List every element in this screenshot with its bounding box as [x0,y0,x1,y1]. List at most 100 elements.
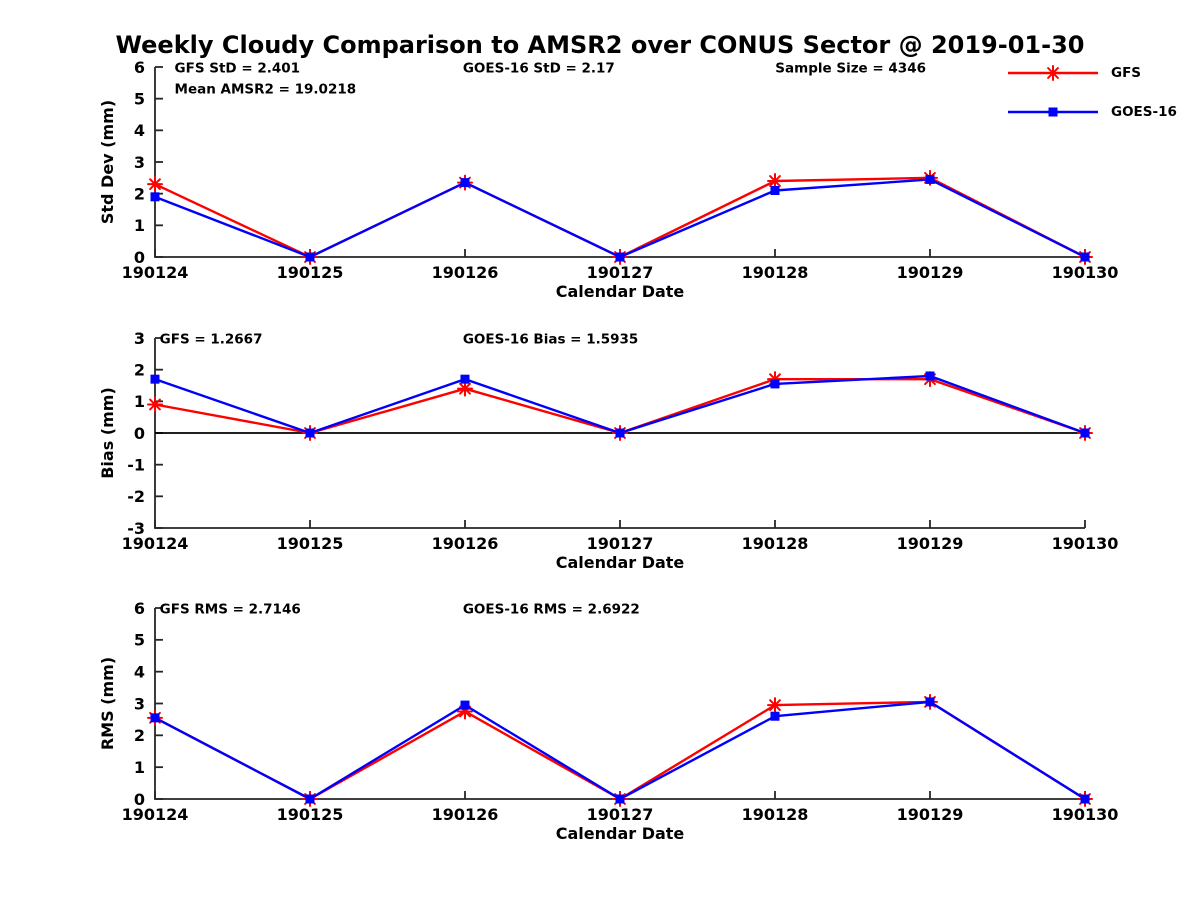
square-marker [305,794,315,804]
x-tick-label: 190130 [1052,263,1119,282]
y-tick-label: 0 [134,424,145,443]
goes-16-line-marker-icon [1008,107,1098,117]
x-tick-label: 190128 [742,805,809,824]
square-marker [925,371,935,381]
x-tick-label: 190124 [122,263,189,282]
asterisk-marker [147,396,163,413]
std-dev-xlabel: Calendar Date [556,282,685,301]
y-tick-label: 3 [134,694,145,713]
y-tick-label: 5 [134,89,145,108]
rms-axes [154,608,1085,800]
annotation: GFS StD = 2.401 [175,61,301,77]
chart-title: Weekly Cloudy Comparison to AMSR2 over C… [115,31,1085,59]
x-tick-label: 190124 [122,534,189,553]
square-marker [305,428,315,438]
series-line [154,178,1086,259]
y-tick-label: 6 [134,599,145,618]
rms-panel: 0 1 2 3 4 5 6 190124 190125 190126 190127 190128 190… [98,599,1118,843]
square-marker [460,374,470,384]
gfs-line-marker-icon [1008,65,1098,81]
square-marker [150,713,160,723]
annotation: GFS RMS = 2.7146 [160,602,301,618]
asterisk-marker [457,380,473,397]
annotation: GOES-16 RMS = 2.6922 [463,602,640,618]
series-line [154,176,1086,259]
x-tick-label: 190125 [277,805,344,824]
asterisk-marker [147,176,163,193]
x-tick-label: 190125 [277,263,344,282]
x-tick-label: 190127 [587,263,654,282]
std-dev-ylabel: Std Dev (mm) [98,100,117,224]
legend-label-goes-16: GOES-16 [1111,104,1177,120]
square-marker [1080,428,1090,438]
square-marker [1080,794,1090,804]
asterisk-marker [767,371,783,388]
rms-ylabel: RMS (mm) [98,657,117,750]
x-tick-label: 190124 [122,805,189,824]
y-tick-label: 1 [134,392,145,411]
series-line [154,377,1086,435]
x-tick-label: 190128 [742,534,809,553]
square-marker [460,700,470,710]
square-marker [770,379,780,389]
y-tick-label: 6 [134,58,145,77]
x-tick-label: 190130 [1052,534,1119,553]
legend-entry-goes-16: GOES-16 [1006,101,1177,123]
y-tick-label: 4 [134,121,145,140]
bias-panel: -3 -2 -1 0 1 2 3 190124 190125 190126 190127 190128… [98,329,1118,572]
square-marker [770,186,780,195]
square-marker [615,794,625,804]
legend: GFS GOES-16 [1006,62,1177,123]
asterisk-marker [457,703,473,720]
square-marker [615,428,625,438]
square-marker [1048,107,1058,117]
asterisk-marker [767,173,783,189]
series-line [154,700,1086,801]
annotation: GFS = 1.2667 [160,332,263,348]
asterisk-marker [767,697,783,714]
square-marker [150,374,160,384]
y-tick-label: 5 [134,631,145,650]
square-marker [615,252,625,262]
y-tick-label: 2 [134,360,145,379]
y-tick-label: 3 [134,329,145,348]
x-tick-label: 190126 [432,805,499,824]
legend-entry-gfs: GFS [1006,62,1177,84]
x-tick-label: 190128 [742,263,809,282]
annotation: GOES-16 Bias = 1.5935 [463,332,638,348]
y-tick-label: 1 [134,758,145,777]
annotation: GOES-16 StD = 2.17 [463,61,615,77]
x-tick-label: 190129 [897,263,964,282]
x-tick-label: 190126 [432,534,499,553]
x-tick-label: 190126 [432,263,499,282]
square-marker [460,178,470,188]
square-marker [150,192,160,202]
square-marker [1080,252,1090,262]
bias-xlabel: Calendar Date [556,553,685,572]
square-marker [925,697,935,707]
x-tick-label: 190127 [587,805,654,824]
y-tick-label: 1 [134,216,145,235]
y-tick-label: -2 [127,487,145,506]
y-tick-label: 2 [134,184,145,203]
std-dev-series-goes-16 [150,174,1090,262]
x-tick-label: 190130 [1052,805,1119,824]
y-tick-label: 0 [134,248,145,267]
square-marker [770,711,780,721]
series-line [154,700,1086,801]
y-tick-label: 4 [134,662,145,681]
y-tick-label: 2 [134,726,145,745]
y-tick-label: -3 [127,519,145,538]
asterisk-marker [1045,65,1061,81]
y-tick-label: -1 [127,455,145,474]
x-tick-label: 190129 [897,534,964,553]
std-dev-panel: 0 1 2 3 4 5 6 190124 190125 190126 190127 190128 190… [98,58,1118,301]
square-marker [305,252,315,262]
bias-ylabel: Bias (mm) [98,387,117,479]
square-marker [925,174,935,184]
x-tick-label: 190129 [897,805,964,824]
x-tick-label: 190125 [277,534,344,553]
legend-label-gfs: GFS [1111,65,1142,81]
rms-series-goes-16 [150,697,1090,804]
